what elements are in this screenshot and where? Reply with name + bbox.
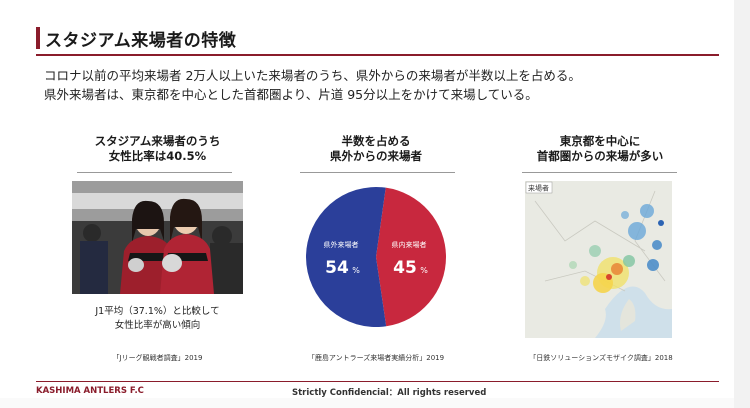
heading-line: 県外からの来場者	[330, 149, 422, 163]
pie-label-inside: 県内来場者	[392, 240, 427, 249]
footer-rule	[36, 381, 719, 382]
visitor-origin-heading: 半数を占める 県外からの来場者	[296, 134, 456, 164]
source-note: 「Jリーグ観戦者調査」2019	[112, 354, 203, 362]
note-line: 女性比率が高い傾向	[114, 320, 201, 331]
footer-confidential-notice: Strictly Confidencial：All rights reserve…	[292, 388, 487, 398]
pie-value-inside: 45	[393, 258, 417, 278]
pie-slice-outside	[306, 187, 387, 327]
visitor-heat-map: 来場者	[525, 181, 672, 338]
footer-club-name: KASHIMA ANTLERS F.C	[36, 386, 144, 396]
heading-line: 首都圏からの来場が多い	[536, 149, 664, 163]
heading-line: スタジアム来場者のうち	[94, 134, 221, 148]
pie-slice-inside	[376, 187, 447, 327]
note-line: J1平均（37.1%）と比較して	[95, 306, 220, 317]
fans-photo	[72, 181, 243, 294]
intro-line-1: コロナ以前の平均来場者 2万人以上いた来場者のうち、県外からの来場者が半数以上を…	[44, 68, 581, 83]
source-note: 「日鉄ソリューションズモザイク調査」2018	[529, 354, 673, 362]
heading-line: 女性比率は40.5%	[108, 149, 207, 163]
female-ratio-note: J1平均（37.1%）と比較して 女性比率が高い傾向	[72, 305, 243, 333]
heading-line: 半数を占める	[341, 134, 411, 148]
title-rule	[36, 54, 719, 56]
slide-title: スタジアム来場者の特徴	[45, 31, 237, 51]
column-rule	[77, 172, 232, 173]
map-legend-label: 来場者	[528, 184, 549, 193]
pie-unit-outside: %	[352, 266, 360, 275]
pie-value-outside: 54	[325, 258, 349, 278]
intro-text: コロナ以前の平均来場者 2万人以上いた来場者のうち、県外からの来場者が半数以上を…	[44, 66, 581, 104]
fans-photo-image	[72, 181, 243, 294]
metro-area-heading: 東京都を中心に 首都圏からの来場が多い	[520, 134, 680, 164]
column-rule	[300, 172, 455, 173]
female-ratio-heading: スタジアム来場者のうち 女性比率は40.5%	[72, 134, 243, 164]
pie-label-outside: 県外来場者	[324, 240, 359, 249]
title-accent-bar	[36, 27, 40, 49]
slide: スタジアム来場者の特徴 コロナ以前の平均来場者 2万人以上いた来場者のうち、県外…	[36, 27, 719, 398]
heading-line: 東京都を中心に	[559, 134, 641, 148]
source-note: 「鹿島アントラーズ来場者実績分析」2019	[307, 354, 445, 362]
intro-line-2: 県外来場者は、東京都を中心とした首都圏より、片道 95分以上をかけて来場している…	[44, 87, 538, 102]
pie-unit-inside: %	[420, 266, 428, 275]
column-rule	[522, 172, 677, 173]
page-edge	[734, 0, 750, 408]
map-image: 来場者	[525, 181, 672, 338]
